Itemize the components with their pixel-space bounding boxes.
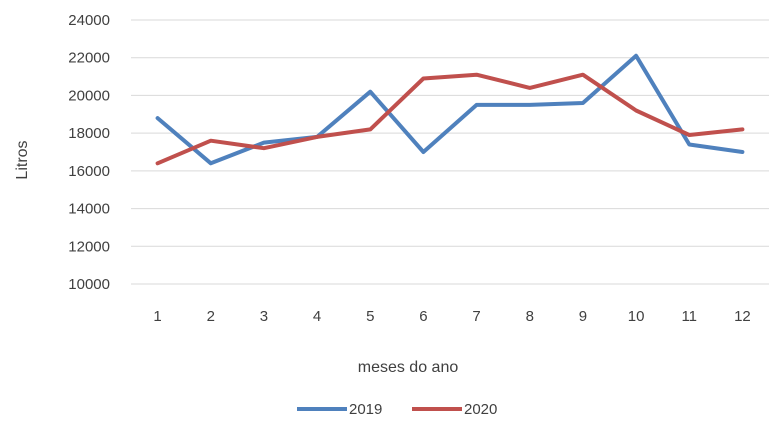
x-tick-label: 5	[366, 308, 374, 325]
x-tick-label: 1	[153, 308, 161, 325]
x-axis-ticks: 1 2 3 4 5 6 7 8 9 10 11 12	[153, 308, 750, 325]
y-tick-label: 12000	[68, 238, 110, 255]
x-tick-label: 6	[419, 308, 427, 325]
x-tick-label: 12	[734, 308, 751, 325]
y-tick-label: 14000	[68, 201, 110, 218]
x-tick-label: 2	[207, 308, 215, 325]
y-tick-label: 10000	[68, 276, 110, 293]
x-tick-label: 7	[472, 308, 480, 325]
x-axis-title: meses do ano	[358, 359, 459, 376]
x-tick-label: 3	[260, 308, 268, 325]
legend: 2019 2020	[297, 401, 497, 418]
gridlines	[131, 19, 769, 285]
x-tick-label: 4	[313, 308, 321, 325]
y-tick-label: 18000	[68, 125, 110, 142]
legend-label: 2019	[349, 401, 382, 418]
series-line-2020	[155, 72, 745, 166]
y-axis-ticks: 10000 12000 14000 16000 18000 20000 22000 24000	[68, 12, 110, 293]
y-axis-title: Litros	[14, 140, 31, 179]
x-tick-label: 9	[579, 308, 587, 325]
x-tick-label: 10	[628, 308, 645, 325]
y-tick-label: 22000	[68, 50, 110, 67]
y-tick-label: 16000	[68, 163, 110, 180]
x-tick-label: 8	[526, 308, 534, 325]
series-lines	[155, 53, 745, 166]
y-tick-label: 24000	[68, 12, 110, 29]
x-tick-label: 11	[681, 308, 697, 325]
legend-label: 2020	[464, 401, 497, 418]
y-tick-label: 20000	[68, 87, 110, 104]
